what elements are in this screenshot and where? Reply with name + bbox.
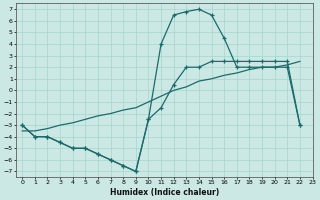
X-axis label: Humidex (Indice chaleur): Humidex (Indice chaleur) [109, 188, 219, 197]
